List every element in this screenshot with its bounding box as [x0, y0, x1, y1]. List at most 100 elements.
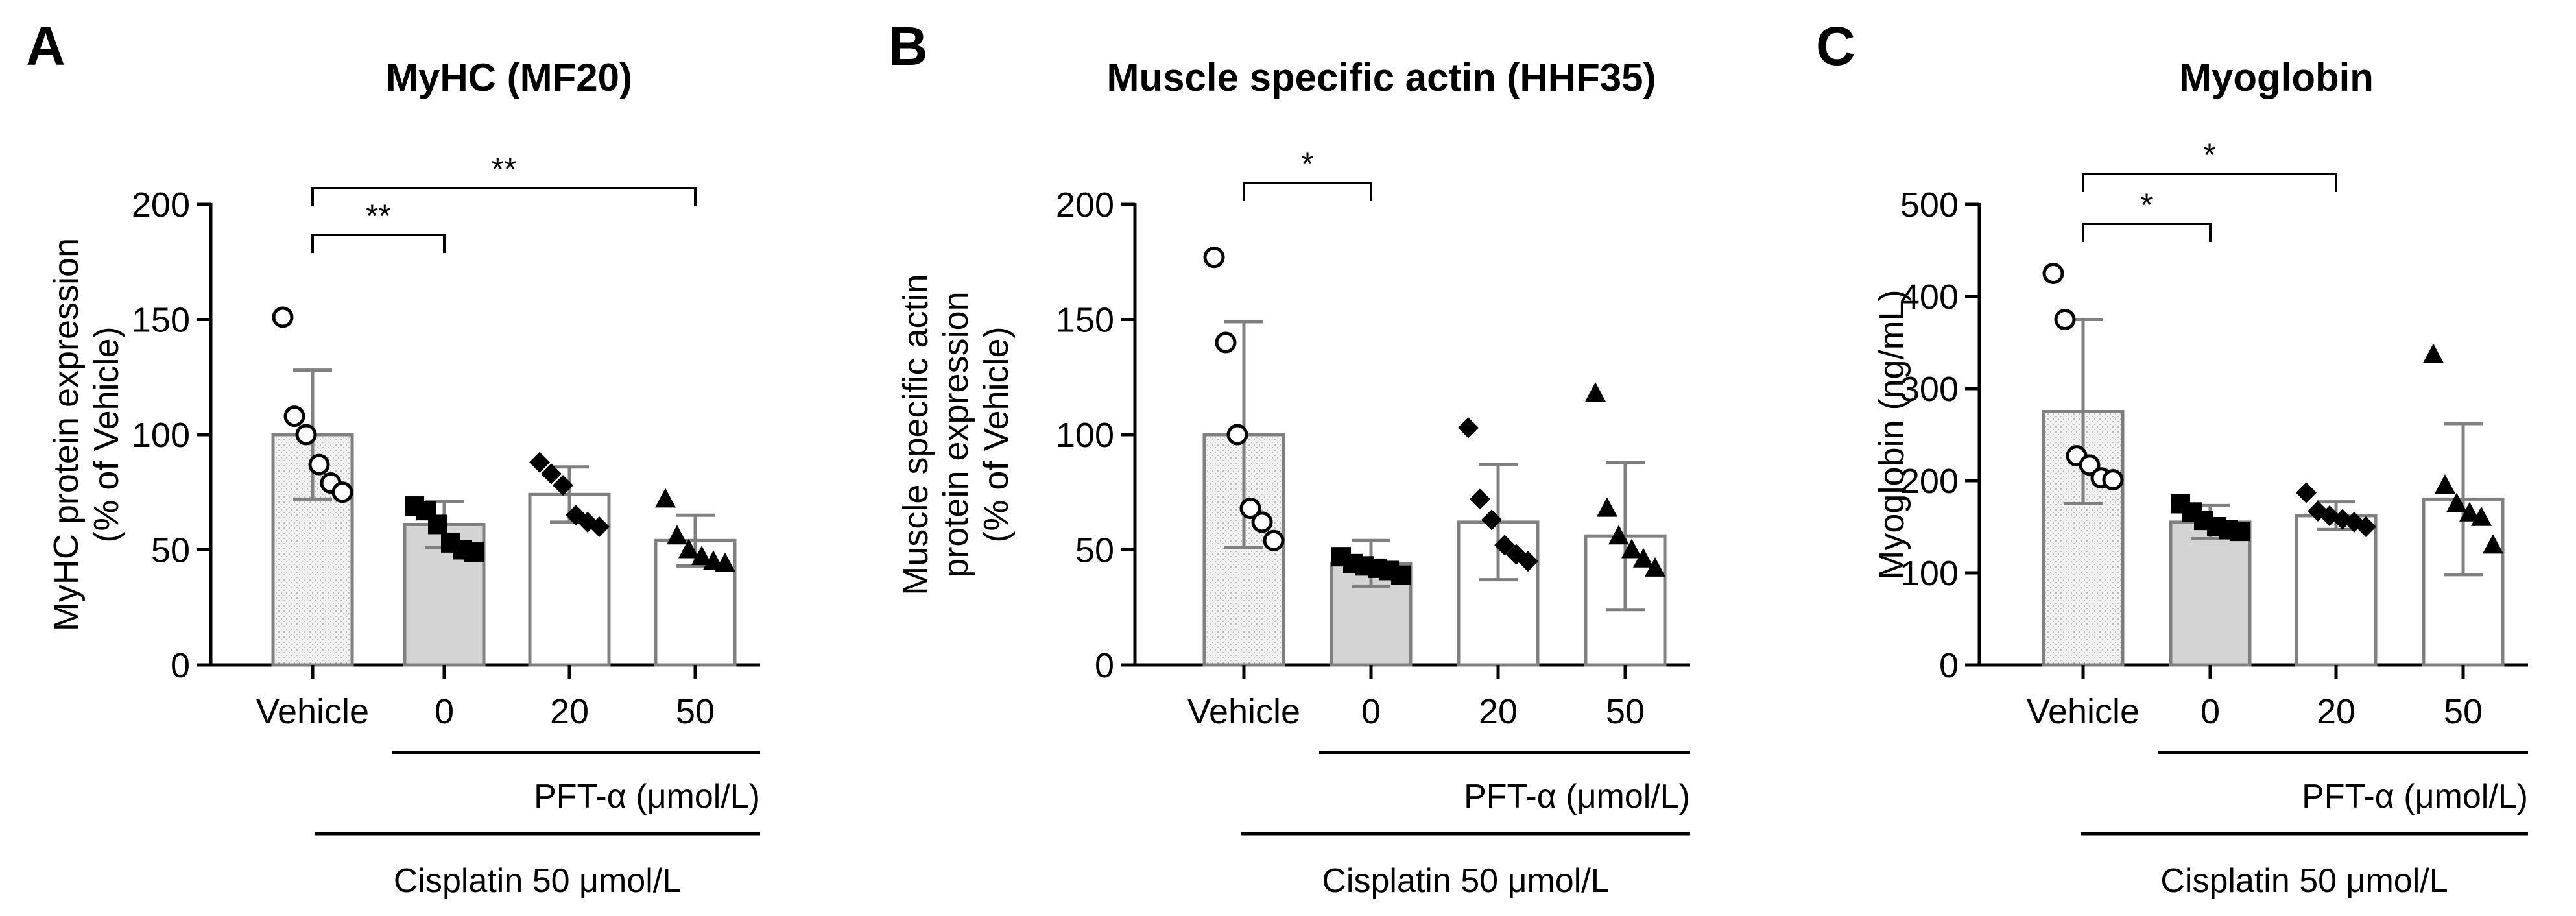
data-point [2079, 454, 2101, 476]
y-tick-label: 150 [1056, 301, 1114, 340]
bar [2169, 520, 2252, 667]
data-point [2355, 516, 2376, 537]
bar [2295, 514, 2378, 667]
data-point [295, 424, 317, 446]
y-tick-label: 300 [1900, 370, 1959, 409]
data-point [1391, 565, 1411, 585]
x-tick-label: Vehicle [2027, 692, 2140, 731]
data-point [2446, 492, 2467, 512]
data-point [331, 481, 353, 503]
data-point [2296, 482, 2317, 503]
x-tick-label: Vehicle [1187, 692, 1300, 731]
y-tick-label: 0 [171, 646, 190, 685]
y-axis-label: (% of Vehicle) [87, 326, 126, 542]
y-tick-label: 100 [1900, 554, 1959, 593]
chart-title: Muscle specific actin (HHF35) [1107, 56, 1656, 99]
data-point [1585, 382, 1606, 402]
condition-label: Cisplatin 50 μmol/L [2160, 862, 2448, 900]
y-tick-label: 200 [1056, 186, 1114, 224]
treatment-label: PFT-α (μmol/L) [2302, 778, 2528, 815]
y-tick-label: 50 [151, 531, 190, 570]
significance-bracket [311, 234, 446, 253]
data-point [2054, 309, 2076, 330]
y-tick-label: 400 [1900, 278, 1959, 317]
significance-bracket [2082, 173, 2337, 192]
x-tick-label: 20 [550, 692, 589, 731]
data-point [1470, 488, 1490, 510]
data-point [678, 538, 699, 559]
y-axis-label: protein expression [936, 291, 975, 577]
condition-label: Cisplatin 50 μmol/L [394, 862, 681, 900]
treatment-label: PFT-α (μmol/L) [1464, 778, 1690, 815]
data-point [2230, 522, 2250, 542]
data-point [553, 475, 573, 496]
significance-label: ** [492, 151, 517, 187]
data-point [283, 405, 305, 428]
data-point [655, 488, 676, 508]
data-point [1633, 548, 1654, 568]
x-tick-label: 0 [435, 692, 454, 731]
significance-label: * [2203, 137, 2215, 173]
x-tick-label: 20 [2317, 692, 2355, 731]
y-axis-label: (% of Vehicle) [977, 326, 1016, 542]
x-tick-label: Vehicle [256, 692, 369, 731]
significance-bracket [311, 187, 697, 206]
data-point [715, 552, 735, 572]
data-point [2435, 474, 2455, 494]
x-tick-label: 50 [1606, 692, 1645, 731]
data-point [1215, 331, 1237, 354]
data-point [691, 546, 712, 566]
data-point [1608, 525, 1629, 545]
data-point [2459, 501, 2480, 522]
significance-label: * [1301, 146, 1313, 182]
data-point [2423, 343, 2444, 363]
x-tick-label: 50 [2444, 692, 2483, 731]
data-point [529, 452, 550, 473]
y-tick-label: 100 [1056, 416, 1114, 455]
y-tick-label: 150 [132, 301, 190, 340]
data-point [1621, 538, 1642, 559]
significance-label: * [2140, 187, 2153, 223]
data-point [2102, 469, 2124, 491]
x-tick-label: 0 [2200, 692, 2220, 731]
data-point [2042, 263, 2064, 284]
panel-letter: B [888, 16, 928, 77]
data-point [1481, 509, 1502, 531]
y-tick-label: 0 [1095, 646, 1114, 685]
data-point [308, 453, 330, 476]
data-point [1239, 498, 1261, 520]
x-tick-label: 20 [1479, 692, 1518, 731]
y-axis-label: Myoglobin (ng/mL) [1872, 289, 1911, 579]
data-point [1518, 551, 1538, 572]
y-tick-label: 100 [132, 416, 190, 455]
panel-letter: A [26, 16, 66, 77]
treatment-label: PFT-α (μmol/L) [534, 778, 760, 815]
data-point [272, 306, 294, 328]
x-tick-label: 50 [676, 692, 715, 731]
y-tick-label: 500 [1900, 186, 1959, 224]
y-axis-label: Muscle specific actin [896, 274, 935, 595]
significance-bracket [2082, 223, 2212, 242]
data-point [667, 525, 687, 545]
significance-bracket [1243, 182, 1372, 201]
data-point [541, 463, 562, 485]
y-tick-label: 0 [1939, 646, 1959, 685]
data-point [1263, 529, 1285, 551]
y-tick-label: 200 [132, 186, 190, 224]
data-point [1203, 247, 1225, 269]
data-point [464, 542, 484, 562]
chart-title: Myoglobin [2179, 56, 2374, 99]
data-point [1458, 417, 1479, 439]
data-point [2471, 506, 2492, 526]
x-tick-label: 0 [1361, 692, 1381, 731]
data-point [1494, 535, 1515, 556]
condition-label: Cisplatin 50 μmol/L [1322, 862, 1609, 900]
significance-label: ** [366, 198, 391, 234]
data-point [1251, 511, 1273, 533]
y-tick-label: 200 [1900, 462, 1959, 501]
panel-letter: C [1816, 16, 1855, 77]
y-tick-label: 50 [1075, 531, 1114, 570]
data-point [428, 514, 447, 535]
data-point [1597, 497, 1617, 517]
